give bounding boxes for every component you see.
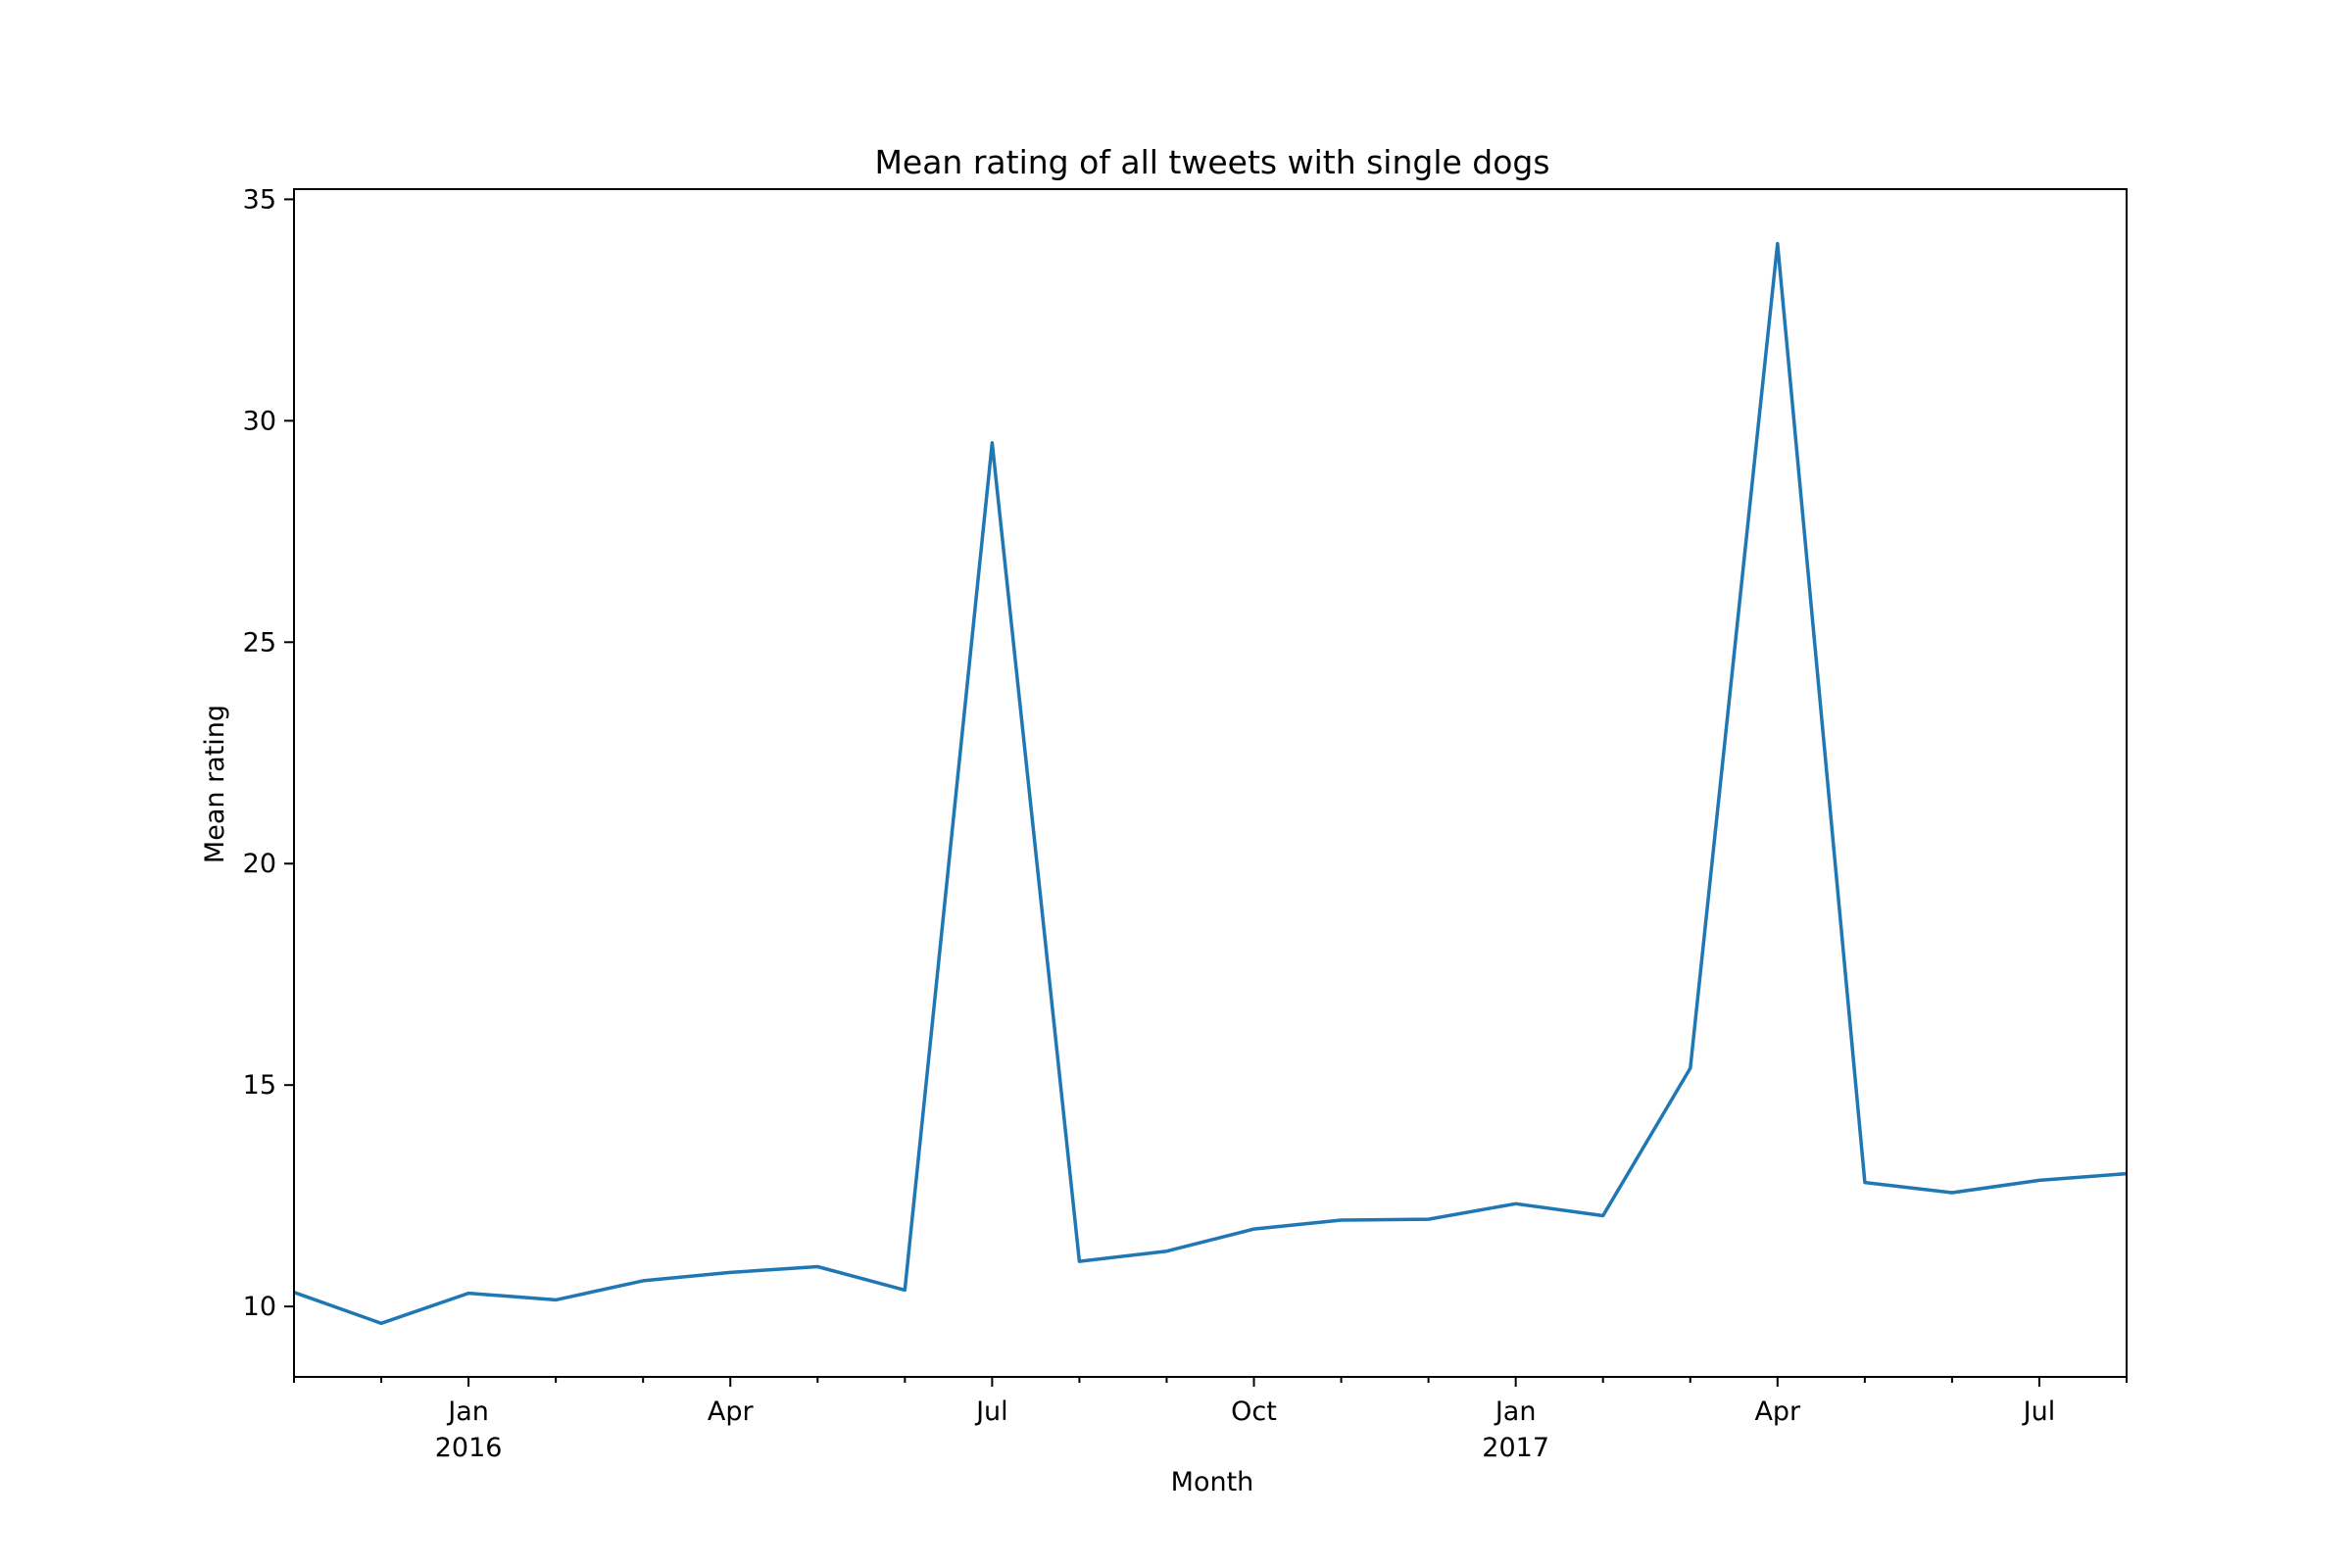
y-tick-label: 10 [243, 1292, 276, 1322]
y-axis-ticks: 10 15 20 25 30 35 [243, 184, 294, 1322]
series-layer [293, 241, 2128, 1326]
y-axis-label: Mean rating [200, 705, 230, 863]
x-tick-label: Apr [1754, 1396, 1801, 1427]
x-tick-label: Oct [1231, 1396, 1277, 1427]
y-tick-label: 30 [243, 406, 276, 436]
x-tick-label: Jan [446, 1396, 489, 1427]
x-axis-label: Month [1171, 1467, 1254, 1497]
y-tick-label: 35 [243, 184, 276, 215]
plot-frame [293, 188, 2128, 1378]
x-axis-ticks: Jan 2016 Apr Jul Oct Jan 2017 Apr Jul [293, 1377, 2128, 1463]
x-tick-label: Jul [974, 1396, 1008, 1427]
x-tick-label: Apr [708, 1396, 755, 1427]
y-tick-label: 20 [243, 849, 276, 879]
x-tick-label: Jul [2022, 1396, 2056, 1427]
x-tick-label: Jan [1494, 1396, 1537, 1427]
x-tick-year-label: 2016 [435, 1433, 503, 1463]
chart-title: Mean rating of all tweets with single do… [874, 143, 1549, 181]
x-tick-year-label: 2017 [1482, 1433, 1549, 1463]
series-line [293, 241, 2128, 1326]
y-tick-label: 15 [243, 1070, 276, 1101]
y-tick-label: 25 [243, 627, 276, 658]
